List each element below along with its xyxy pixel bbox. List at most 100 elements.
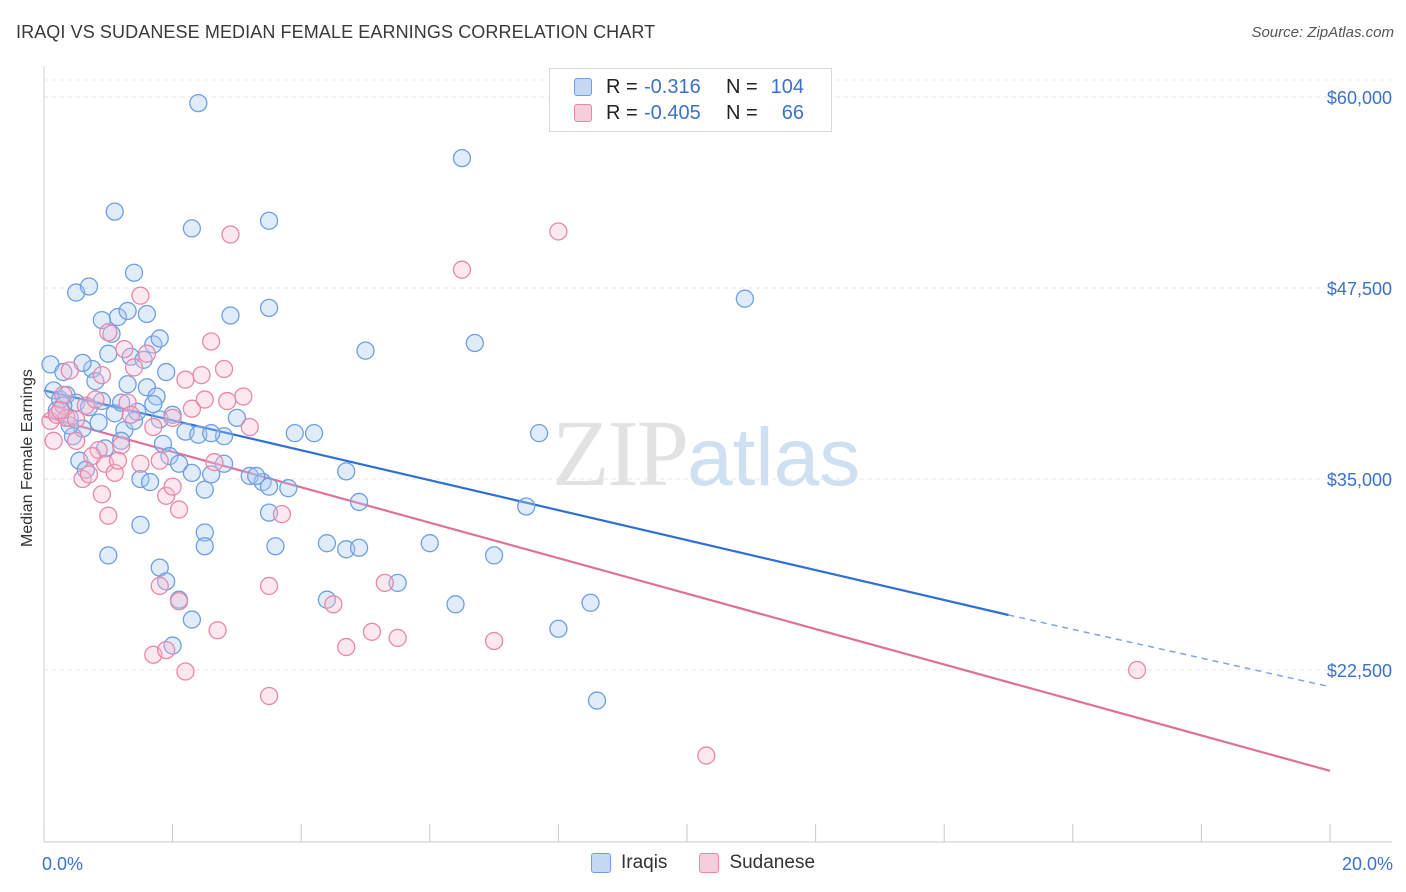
source-credit: Source: ZipAtlas.com: [1251, 24, 1394, 41]
n-label: N =: [726, 75, 758, 98]
point-sudanese: [67, 410, 86, 429]
point-iraqis: [112, 431, 131, 450]
point-iraqis: [285, 424, 304, 443]
point-sudanese: [92, 365, 112, 385]
point-sudanese: [484, 631, 504, 651]
point-iraqis: [337, 462, 356, 481]
point-iraqis: [150, 329, 169, 348]
point-iraqis: [105, 404, 124, 423]
point-sudanese: [202, 332, 221, 351]
point-sudanese: [150, 576, 169, 596]
legend-label-sudanese: Sudanese: [729, 852, 816, 873]
point-iraqis: [581, 593, 600, 612]
point-sudanese: [54, 385, 73, 405]
point-sudanese: [108, 451, 128, 470]
watermark-atlas: atlas: [687, 412, 861, 503]
point-iraqis: [115, 420, 134, 440]
point-sudanese: [169, 592, 189, 611]
point-sudanese: [99, 323, 118, 342]
point-sudanese: [92, 485, 112, 504]
trendline-iraqis-extension: [1008, 614, 1331, 688]
point-iraqis: [182, 463, 202, 483]
point-iraqis: [157, 362, 176, 382]
point-iraqis: [420, 534, 439, 553]
r-label: R =: [606, 101, 638, 124]
point-iraqis: [202, 424, 221, 443]
point-sudanese: [182, 399, 202, 418]
point-iraqis: [118, 375, 137, 394]
point-iraqis: [529, 424, 549, 443]
point-iraqis: [182, 219, 202, 238]
point-iraqis: [266, 537, 285, 556]
legend-item-iraqis[interactable]: Iraqis: [590, 852, 668, 874]
point-iraqis: [160, 446, 179, 466]
point-iraqis: [484, 546, 504, 565]
point-sudanese: [76, 396, 95, 415]
point-iraqis: [79, 277, 99, 296]
point-sudanese: [214, 359, 234, 379]
point-sudanese: [163, 477, 182, 496]
point-sudanese: [112, 436, 131, 455]
point-iraqis: [279, 479, 298, 498]
point-iraqis: [735, 289, 755, 308]
chart-title: IRAQI VS SUDANESE MEDIAN FEMALE EARNINGS…: [16, 22, 656, 42]
point-sudanese: [208, 621, 227, 640]
point-sudanese: [79, 465, 99, 484]
point-sudanese: [337, 637, 356, 657]
point-sudanese: [169, 500, 189, 519]
point-iraqis: [304, 424, 324, 443]
point-sudanese: [697, 746, 716, 765]
point-iraqis: [349, 538, 369, 557]
point-iraqis: [227, 408, 247, 428]
point-iraqis: [549, 619, 568, 638]
point-sudanese: [375, 573, 394, 593]
legend-swatch-iraqis: [574, 78, 592, 96]
r-label: R =: [606, 75, 638, 98]
watermark-zip: ZIP: [552, 402, 689, 506]
x-tick-label: 20.0%: [1342, 854, 1393, 874]
point-sudanese: [121, 405, 140, 424]
point-iraqis: [259, 298, 279, 318]
point-iraqis: [247, 466, 266, 486]
point-sudanese: [259, 686, 279, 706]
point-sudanese: [86, 390, 105, 409]
point-sudanese: [131, 286, 150, 305]
x-tick-label: 0.0%: [42, 854, 83, 874]
point-iraqis: [54, 362, 73, 382]
n-value: 104: [770, 75, 804, 98]
point-sudanese: [259, 576, 279, 596]
point-sudanese: [163, 408, 182, 428]
point-sudanese: [144, 417, 163, 437]
point-iraqis: [356, 341, 375, 360]
point-iraqis: [317, 534, 337, 553]
point-iraqis: [99, 344, 118, 363]
point-iraqis: [259, 211, 279, 230]
r-value: -0.316: [644, 75, 701, 98]
point-sudanese: [218, 391, 237, 411]
point-iraqis: [124, 263, 144, 282]
point-iraqis: [169, 454, 189, 473]
point-sudanese: [99, 506, 118, 525]
point-sudanese: [131, 454, 150, 473]
point-iraqis: [259, 477, 279, 496]
point-sudanese: [240, 417, 259, 437]
tick-labels: $22,500 $35,000 $47,500 $60,000 0.0% 20.0%: [42, 88, 1393, 874]
y-tick-label: $35,000: [1327, 470, 1392, 490]
point-iraqis: [587, 691, 607, 710]
legend-label-iraqis: Iraqis: [620, 852, 668, 873]
y-tick-label: $22,500: [1327, 661, 1392, 681]
point-iraqis: [189, 93, 208, 113]
point-iraqis: [144, 394, 163, 414]
point-iraqis: [118, 301, 137, 321]
point-iraqis: [195, 537, 214, 556]
point-iraqis: [112, 393, 131, 412]
legend-item-sudanese[interactable]: Sudanese: [699, 852, 815, 874]
point-iraqis: [465, 333, 484, 353]
point-sudanese: [388, 628, 407, 648]
point-iraqis: [195, 480, 214, 499]
point-sudanese: [124, 358, 144, 377]
series-sudanese: [41, 222, 1147, 765]
point-sudanese: [1127, 660, 1147, 680]
series-legend: Iraqis Sudanese: [0, 852, 1406, 874]
point-iraqis: [140, 472, 160, 492]
